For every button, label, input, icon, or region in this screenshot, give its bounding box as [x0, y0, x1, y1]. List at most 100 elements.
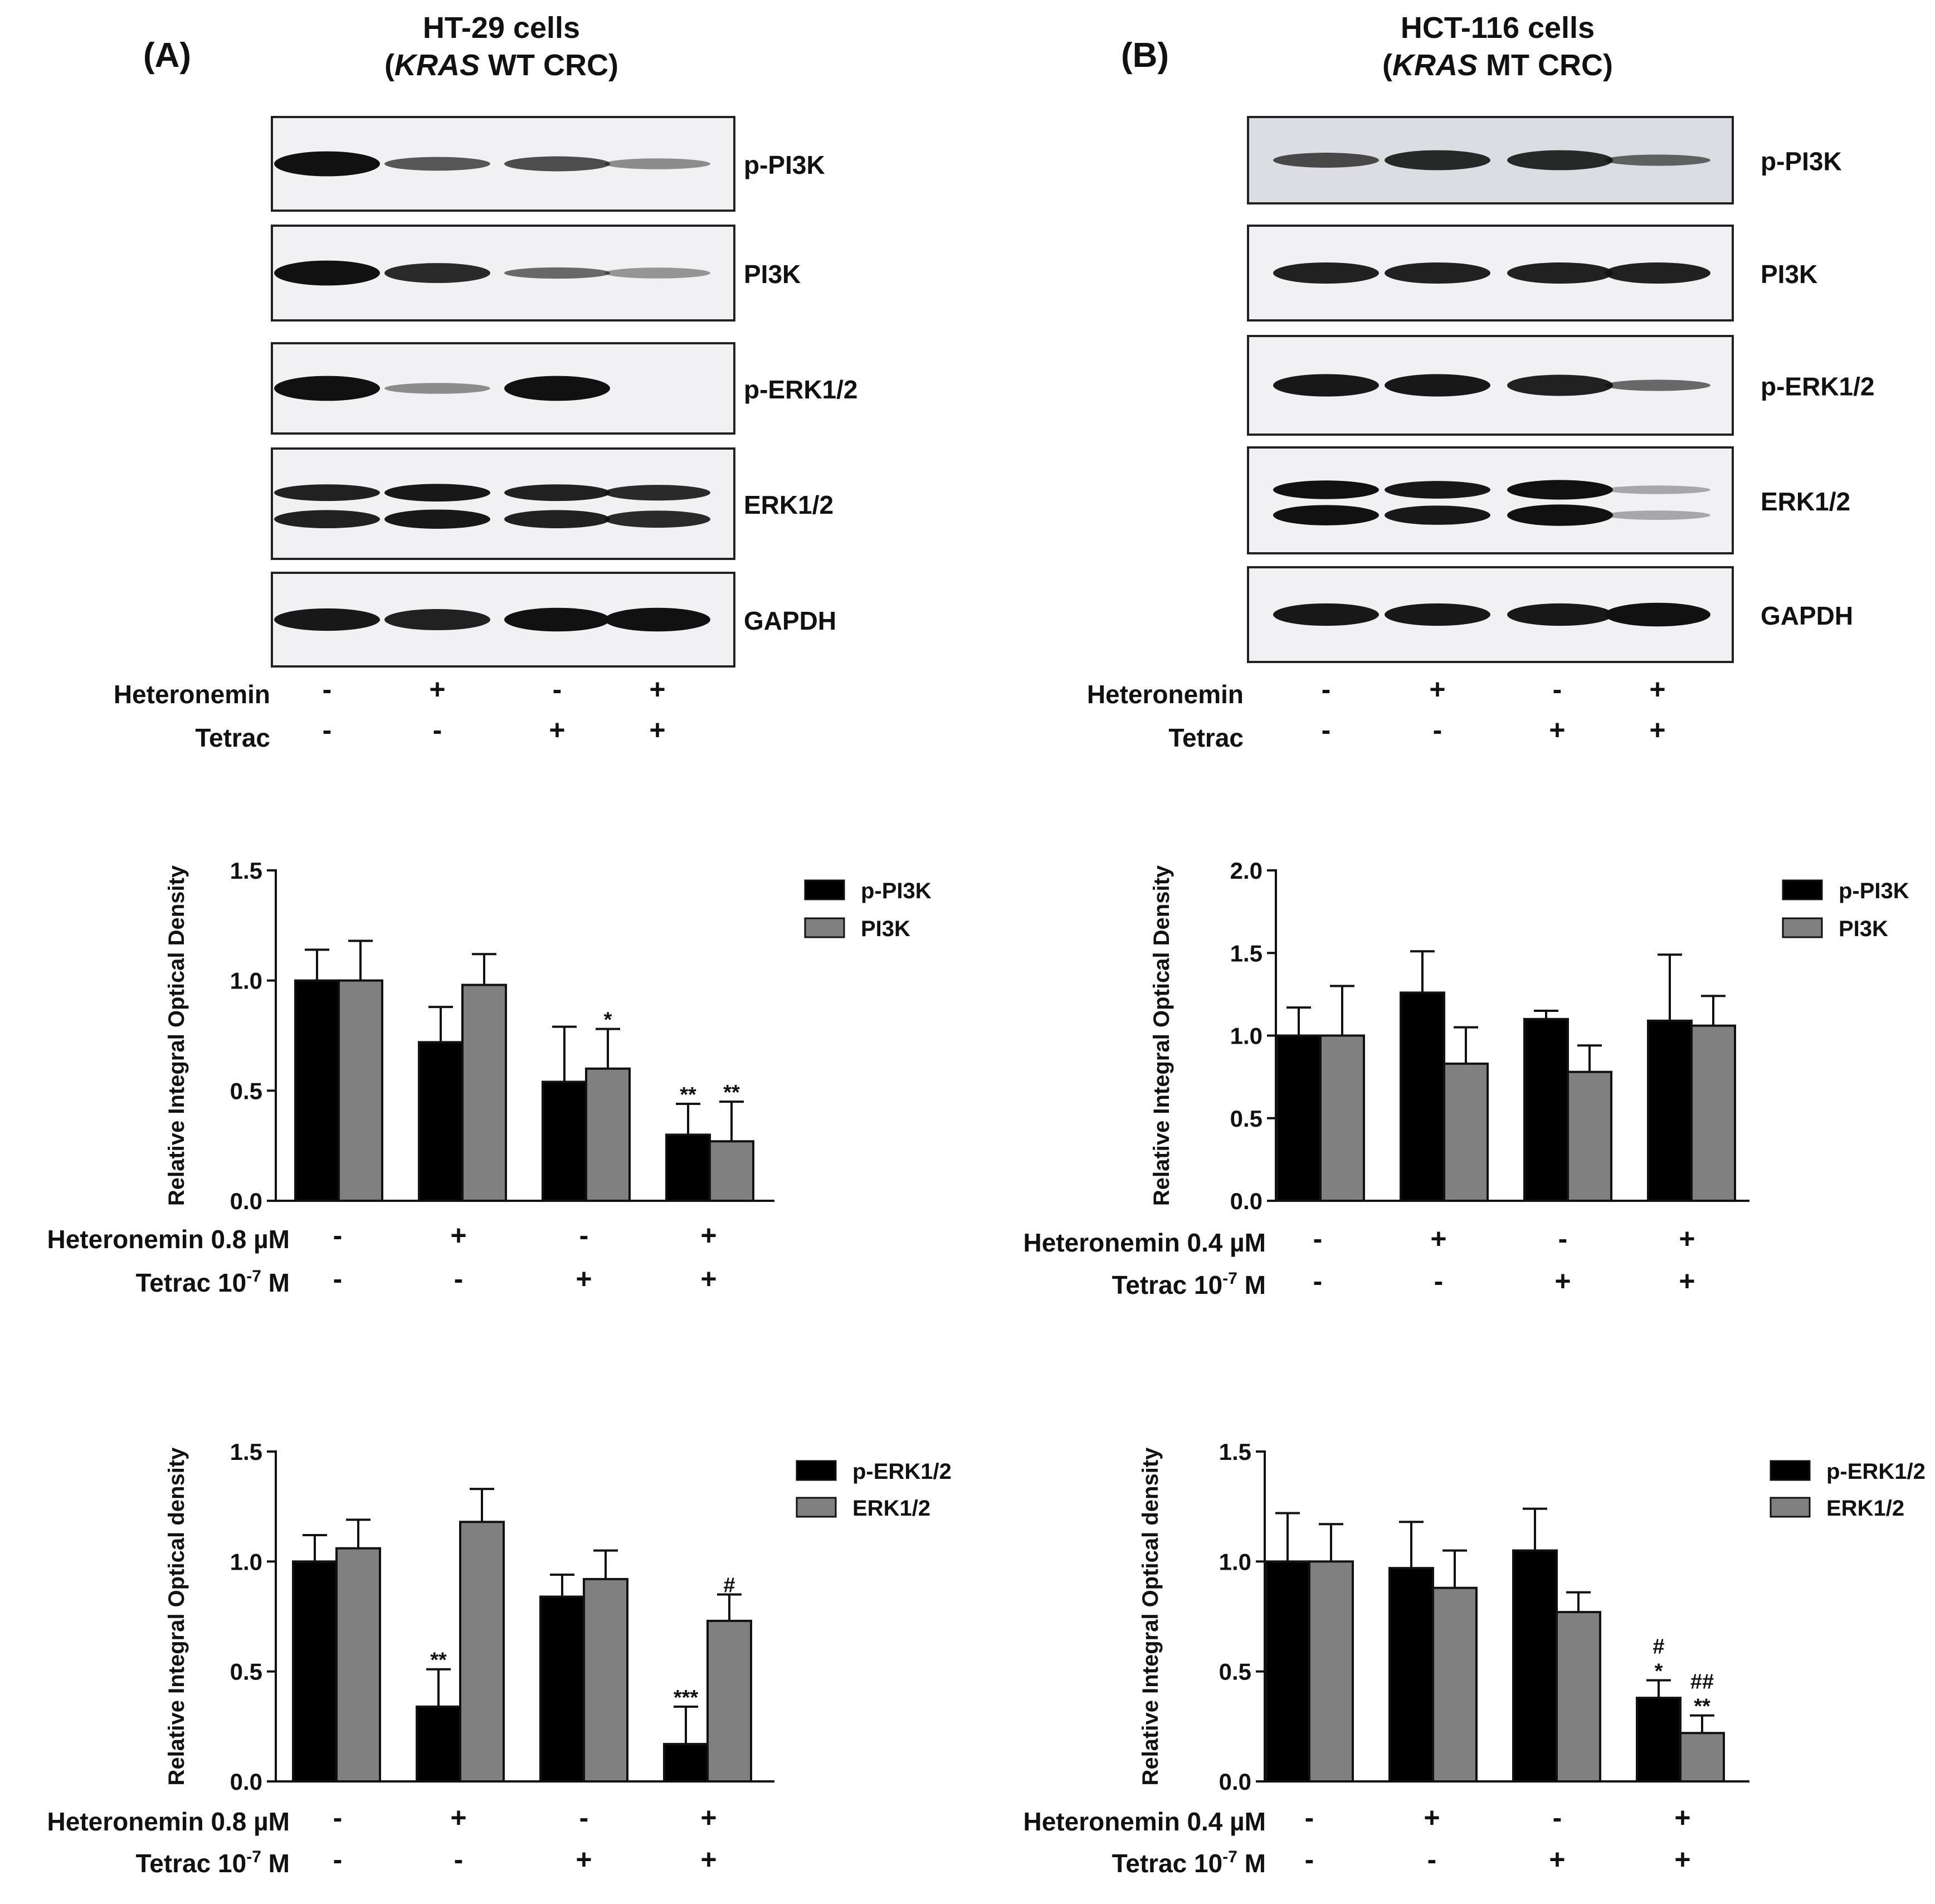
condition-label: Tetrac 10-7 M [1112, 1269, 1266, 1299]
blot-strip: ERK1/2 [1247, 446, 1850, 554]
legend-label: PI3K [1839, 917, 1888, 941]
panel-letter: (B) [1121, 36, 1169, 75]
legend-label: p-ERK1/2 [852, 1459, 952, 1484]
legend-swatch [1782, 879, 1823, 900]
protein-band [1507, 504, 1613, 526]
significance-mark: # [1653, 1635, 1664, 1658]
subtitle-open: ( [1382, 48, 1392, 82]
condition-sign: - [1305, 1802, 1314, 1833]
bar-chart-1: 0.0 0.5 1.0 1.5 Relative Integral Optical De… [47, 858, 932, 1297]
y-tick-label: 1.5 [230, 1439, 262, 1465]
protein-band [504, 376, 610, 401]
protein-band [1605, 262, 1710, 284]
treatment-sign: + [429, 674, 445, 705]
condition-sign: - [333, 1263, 343, 1294]
condition-label: Heteronemin 0.4 µM [1023, 1228, 1266, 1257]
blot-label: GAPDH [744, 606, 836, 635]
legend-label: ERK1/2 [852, 1496, 930, 1521]
condition-sign: + [1674, 1802, 1690, 1833]
condition-label-unit: M [1237, 1849, 1266, 1878]
bar [1512, 1549, 1558, 1783]
subtitle-gene: KRAS [394, 48, 480, 82]
bar [1647, 1019, 1693, 1202]
bar [1443, 1062, 1489, 1202]
condition-sign: - [333, 1220, 343, 1251]
legend-swatch [796, 1460, 837, 1481]
condition-label-main: Tetrac 10 [136, 1849, 247, 1878]
blot-label: p-ERK1/2 [1761, 372, 1874, 401]
condition-label: Heteronemin 0.8 µM [47, 1807, 290, 1836]
condition-sign: - [579, 1220, 589, 1251]
bar [1388, 1567, 1434, 1783]
y-axis-label: Relative Integral Optical Density [1149, 865, 1174, 1206]
blot-strip: GAPDH [271, 572, 836, 668]
y-tick-label: 0.5 [1219, 1659, 1251, 1685]
bar [1276, 1034, 1322, 1202]
condition-label-main: Tetrac 10 [136, 1268, 247, 1297]
y-tick-label: 1.0 [230, 968, 262, 994]
protein-band [1273, 603, 1379, 626]
bar [542, 1080, 587, 1202]
protein-band [605, 510, 710, 528]
significance-mark: * [604, 1009, 612, 1032]
significance-mark: ## [1690, 1671, 1714, 1694]
bar [1319, 1034, 1365, 1202]
condition-label-exp: -7 [246, 1848, 261, 1866]
condition-sign: - [1434, 1265, 1444, 1297]
condition-label-exp: -7 [1222, 1848, 1237, 1866]
condition-sign: + [700, 1802, 717, 1833]
bar [461, 983, 507, 1202]
protein-band [274, 376, 380, 401]
y-tick-label: 1.0 [230, 1548, 262, 1575]
protein-band [274, 510, 380, 529]
panel-title: HT-29 cells [423, 11, 580, 45]
protein-band [605, 267, 710, 279]
condition-label: Tetrac 10-7 M [136, 1267, 290, 1297]
condition-sign: + [700, 1844, 717, 1875]
bar [459, 1521, 505, 1783]
bar [1679, 1732, 1725, 1783]
bar [1567, 1070, 1612, 1202]
blot-frame [271, 447, 735, 560]
bar [416, 1705, 461, 1783]
blot-label: p-PI3K [1761, 147, 1842, 176]
condition-label-unit: M [261, 1849, 290, 1878]
y-tick-label: 2.0 [1230, 858, 1263, 884]
protein-band [1507, 262, 1613, 284]
bar [418, 1041, 464, 1202]
legend-label: ERK1/2 [1826, 1496, 1904, 1521]
protein-band [384, 263, 490, 283]
condition-sign: - [1305, 1844, 1314, 1875]
condition-label-unit: M [261, 1268, 290, 1297]
bar [1690, 1024, 1736, 1202]
y-tick-label: 1.0 [1219, 1548, 1251, 1575]
condition-sign: - [1558, 1223, 1568, 1254]
treatment-sign: - [1433, 714, 1442, 746]
protein-band [1273, 374, 1379, 397]
treatment-sign: + [1429, 674, 1445, 705]
blot-label: GAPDH [1761, 601, 1853, 630]
subtitle-rest: MT CRC) [1478, 48, 1613, 82]
blot-frame [1247, 446, 1734, 554]
legend-label: p-PI3K [1839, 879, 1909, 903]
bar [585, 1067, 631, 1202]
bar-chart-2: 0.0 0.5 1.0 1.5 2.0 Relative Integral Optical… [1023, 858, 1909, 1299]
blot-strip: p-PI3K [271, 116, 825, 212]
bar [1432, 1586, 1478, 1783]
condition-label-main: Tetrac 10 [1112, 1270, 1223, 1299]
significance-mark: ** [1694, 1695, 1710, 1718]
legend-swatch [796, 1497, 837, 1518]
condition-sign: + [1424, 1802, 1440, 1833]
condition-sign: + [450, 1802, 466, 1833]
legend-label: PI3K [861, 917, 910, 941]
condition-label: Heteronemin 0.4 µM [1023, 1807, 1266, 1836]
legend-swatch [804, 917, 845, 938]
treatment-sign: - [323, 714, 332, 746]
bar [706, 1619, 752, 1783]
protein-band [1385, 374, 1490, 397]
subtitle-gene: KRAS [1392, 48, 1478, 82]
blot-label: PI3K [1761, 260, 1817, 289]
protein-band [1273, 262, 1379, 284]
y-tick-label: 0.0 [230, 1769, 262, 1795]
bar [1265, 1560, 1310, 1783]
